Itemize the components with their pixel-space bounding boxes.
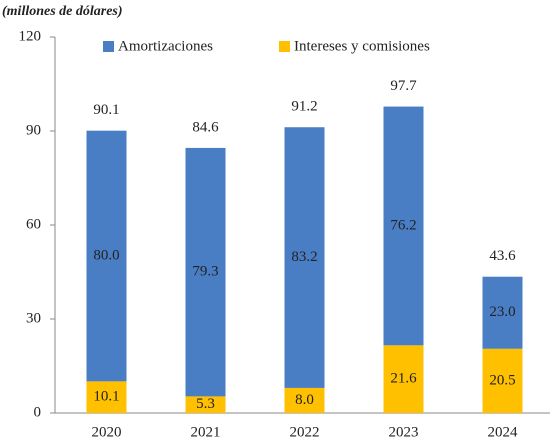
total-label: 84.6	[192, 119, 219, 135]
value-label: 79.3	[192, 264, 218, 280]
legend-label: Intereses y comisiones	[294, 38, 430, 54]
y-tick-label: 60	[26, 216, 41, 232]
value-label: 8.0	[295, 392, 314, 408]
x-tick-label: 2020	[92, 424, 122, 440]
x-tick-label: 2022	[290, 424, 320, 440]
value-label: 83.2	[291, 249, 317, 265]
bar-segment	[86, 130, 127, 382]
total-label: 97.7	[390, 78, 417, 94]
value-label: 20.5	[489, 372, 515, 388]
value-label: 23.0	[489, 304, 515, 320]
y-tick-label: 90	[26, 122, 41, 138]
bar-segment	[284, 127, 325, 388]
chart-subtitle: (millones de dólares)	[2, 4, 123, 19]
legend-label: Amortizaciones	[118, 38, 213, 54]
value-label: 21.6	[390, 371, 417, 387]
y-tick-label: 30	[26, 310, 41, 326]
bar-segment	[284, 387, 325, 413]
bar-segment	[383, 106, 424, 346]
x-tick-label: 2021	[191, 424, 221, 440]
x-tick-label: 2023	[389, 424, 419, 440]
bar-segment	[185, 147, 226, 397]
bar-segment	[383, 345, 424, 413]
value-label: 5.3	[196, 396, 215, 412]
y-tick-label: 0	[34, 404, 42, 420]
bar-segment	[482, 276, 523, 349]
x-tick-label: 2024	[488, 424, 519, 440]
total-label: 91.2	[291, 99, 317, 115]
bar-segment	[482, 348, 523, 413]
bar-segment	[185, 396, 226, 413]
value-label: 10.1	[93, 389, 119, 405]
total-label: 90.1	[93, 102, 119, 118]
bar-segment	[86, 381, 127, 413]
value-label: 80.0	[93, 247, 119, 263]
total-label: 43.6	[489, 248, 516, 264]
y-tick-label: 120	[19, 28, 42, 44]
value-label: 76.2	[390, 217, 416, 233]
legend-swatch	[103, 41, 114, 52]
legend-swatch	[279, 41, 290, 52]
